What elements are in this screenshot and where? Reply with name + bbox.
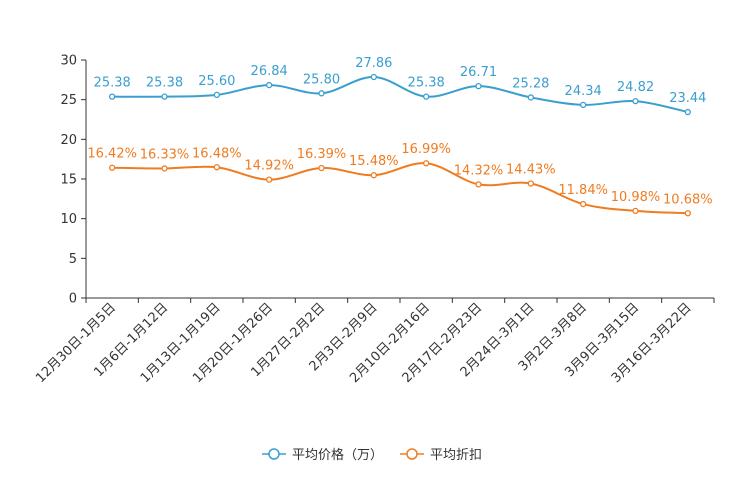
data-point (527, 94, 534, 101)
data-point (632, 207, 639, 215)
data-point (109, 164, 116, 171)
data-point (423, 93, 430, 100)
series-line (112, 75, 689, 114)
data-point (632, 97, 639, 105)
data-label: 14.32% (454, 163, 504, 178)
data-label: 10.68% (663, 192, 713, 207)
data-point (580, 101, 587, 109)
legend[interactable]: 平均价格（万） 平均折扣 (262, 447, 482, 463)
legend-label: 平均价格（万） (292, 447, 383, 463)
y-tick-label: 5 (69, 252, 77, 267)
data-point (161, 165, 168, 172)
data-label: 25.38 (146, 76, 183, 91)
data-label: 14.43% (506, 163, 556, 178)
data-label: 27.86 (355, 56, 392, 71)
data-label: 23.44 (669, 91, 706, 106)
data-label: 11.84% (558, 183, 608, 198)
data-point (109, 93, 116, 100)
data-point (213, 91, 220, 99)
data-label: 25.60 (198, 74, 235, 89)
data-label: 24.82 (617, 80, 654, 95)
y-tick-label: 0 (69, 292, 77, 307)
data-point (266, 81, 273, 89)
data-label: 25.38 (408, 76, 445, 91)
data-label: 25.80 (303, 72, 340, 87)
legend-item-average-price[interactable]: 平均价格（万） (262, 447, 383, 463)
y-tick-label: 30 (60, 54, 77, 69)
data-point (318, 90, 325, 97)
data-label: 10.98% (611, 190, 661, 205)
data-label: 26.71 (460, 65, 497, 80)
data-point (370, 172, 377, 179)
legend-circle-icon (406, 448, 418, 460)
y-tick-label: 15 (60, 173, 77, 188)
data-point (527, 180, 534, 187)
data-point (475, 181, 482, 188)
data-label: 25.38 (94, 76, 131, 91)
series-average-discount: 16.42% 16.33% 16.48%14.92%16.39% 15.48%16.9… (87, 142, 713, 217)
data-label: 26.84 (251, 64, 288, 79)
data-label: 25.28 (512, 76, 549, 91)
data-point (161, 93, 168, 100)
data-point (213, 164, 220, 171)
data-label: 16.33% (140, 147, 190, 162)
data-label: 16.48% (192, 146, 242, 161)
y-tick-label: 10 (60, 212, 77, 227)
legend-item-average-discount[interactable]: 平均折扣 (400, 448, 482, 463)
data-label: 15.48% (349, 154, 399, 169)
data-label: 16.42% (87, 147, 137, 162)
data-point (318, 164, 325, 172)
series-line (112, 162, 688, 215)
y-tick-label: 25 (60, 93, 77, 108)
data-label: 24.34 (565, 84, 602, 99)
data-point (684, 210, 691, 217)
y-tick-label: 20 (60, 133, 77, 148)
data-point (266, 176, 273, 183)
data-point (684, 108, 691, 116)
data-point (580, 200, 587, 208)
series-lines: 25.38 25.38 25.60 26.84 25.80 27.86 25.38 26.71… (87, 56, 713, 217)
data-label: 16.39% (297, 147, 347, 162)
legend-label: 平均折扣 (430, 448, 482, 463)
data-point (475, 82, 482, 90)
data-label: 14.92% (244, 159, 294, 174)
legend-circle-icon (268, 448, 280, 460)
data-point (423, 160, 430, 167)
series-average-price: 25.38 25.38 25.60 26.84 25.80 27.86 25.38 26.71… (94, 56, 706, 116)
data-label: 16.99% (401, 142, 451, 157)
data-point (370, 73, 377, 81)
